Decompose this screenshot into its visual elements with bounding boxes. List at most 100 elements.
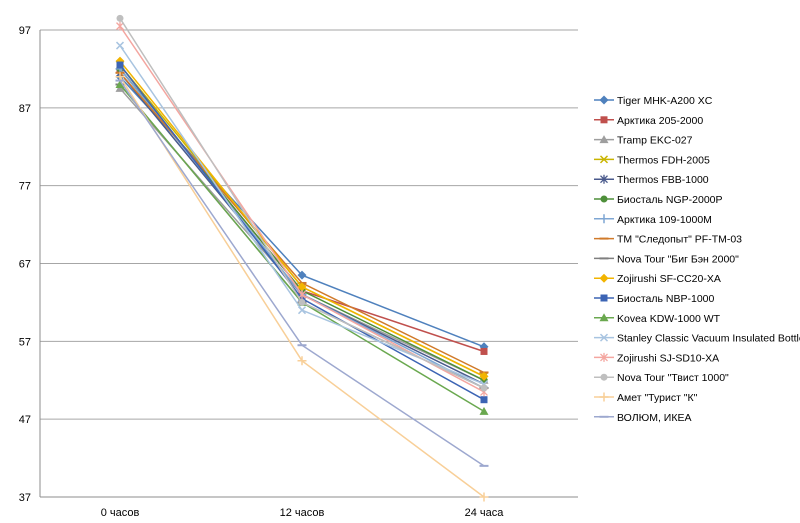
legend-swatch-marker — [600, 373, 608, 381]
y-tick-label: 37 — [19, 492, 31, 504]
series-line — [119, 64, 485, 378]
series-4 — [115, 60, 489, 381]
data-point — [480, 347, 488, 355]
legend-item[interactable]: Nova Tour "Твист 1000" — [594, 372, 729, 384]
y-axis: 37 47 57 67 77 87 97 — [19, 25, 41, 504]
data-point — [297, 306, 307, 315]
legend-item[interactable]: Арктика 205-2000 — [594, 115, 703, 127]
legend-item[interactable]: Амет "Турист "К" — [594, 392, 698, 404]
data-point — [479, 406, 489, 415]
legend-label: Биосталь NGP-2000P — [617, 194, 723, 206]
legend-item[interactable]: Tiger MHK-A200 XC — [594, 95, 713, 107]
data-point — [479, 492, 489, 502]
legend-swatch-marker — [599, 155, 609, 164]
legend-item[interactable]: Zojirushi SJ-SD10-XA — [594, 352, 719, 364]
series-line — [119, 72, 485, 374]
series-14 — [116, 21, 488, 397]
legend-swatch-marker — [599, 333, 609, 342]
series-group — [115, 14, 489, 502]
data-point — [479, 371, 489, 381]
series-6 — [116, 65, 488, 384]
legend-swatch-marker — [600, 195, 608, 203]
legend-item[interactable]: ВОЛЮМ, ИКЕА — [594, 412, 691, 424]
y-tick-label: 77 — [19, 181, 31, 193]
legend-item[interactable]: Tramp EKC-027 — [594, 135, 693, 147]
legend-label: Арктика 109-1000M — [617, 214, 712, 226]
legend-label: Zojirushi SF-CC20-XA — [617, 273, 721, 285]
legend-item[interactable]: Stanley Classic Vacuum Insulated Bottle — [594, 333, 800, 345]
legend-item[interactable]: Nova Tour "Биг Бэн 2000" — [594, 253, 739, 265]
data-point — [298, 290, 306, 300]
series-line — [119, 72, 485, 385]
data-point — [297, 356, 307, 366]
x-tick-label: 0 часов — [101, 507, 140, 519]
series-line — [119, 25, 485, 393]
series-16 — [115, 72, 489, 502]
legend-label: Stanley Classic Vacuum Insulated Bottle — [617, 333, 800, 345]
legend-label: Zojirushi SJ-SD10-XA — [617, 352, 719, 364]
series-13 — [115, 41, 489, 389]
y-tick-label: 87 — [19, 103, 31, 115]
legend-swatch-marker — [599, 95, 609, 105]
series-17 — [115, 79, 489, 467]
legend-label: Tiger MHK-A200 XC — [617, 95, 713, 107]
legend-label: Kovea KDW-1000 WT — [617, 313, 721, 325]
legend-item[interactable]: Thermos FBB-1000 — [594, 174, 709, 186]
x-tick-label: 24 часа — [465, 507, 505, 519]
legend-swatch-marker — [600, 174, 608, 184]
y-tick-label: 57 — [19, 336, 31, 348]
gridlines — [40, 29, 578, 498]
legend-swatch-marker — [599, 214, 609, 224]
series-10 — [115, 56, 489, 381]
legend-swatch-marker — [599, 392, 609, 402]
legend-label: Амет "Турист "К" — [617, 392, 698, 404]
legend-label: Thermos FBB-1000 — [617, 174, 709, 186]
legend-swatch-marker — [600, 294, 608, 302]
series-15 — [116, 14, 488, 392]
data-point — [298, 298, 306, 306]
legend-item[interactable]: Биосталь NBP-1000 — [594, 293, 714, 305]
legend-swatch-marker — [600, 116, 608, 124]
data-point — [116, 21, 124, 31]
legend-label: Thermos FDH-2005 — [617, 154, 710, 166]
legend-item[interactable]: Kovea KDW-1000 WT — [594, 313, 721, 325]
data-point — [115, 79, 125, 88]
legend-swatch-marker — [599, 273, 609, 283]
legend-item[interactable]: Биосталь NGP-2000P — [594, 194, 723, 206]
legend-item[interactable]: Zojirushi SF-CC20-XA — [594, 273, 721, 285]
legend-item[interactable]: ТМ "Следопыт" PF-TM-03 — [594, 234, 742, 246]
data-point — [297, 282, 307, 292]
data-point — [116, 61, 124, 69]
data-point — [116, 14, 124, 22]
series-7 — [115, 64, 489, 393]
legend-label: ВОЛЮМ, ИКЕА — [617, 412, 691, 424]
y-tick-label: 47 — [19, 414, 31, 426]
data-point — [480, 396, 488, 404]
series-line — [119, 76, 485, 348]
legend-item[interactable]: Thermos FDH-2005 — [594, 154, 710, 166]
legend-label: Tramp EKC-027 — [617, 135, 693, 147]
legend[interactable]: Tiger MHK-A200 XC Арктика 205-2000 Tramp E… — [594, 95, 800, 424]
legend-label: ТМ "Следопыт" PF-TM-03 — [617, 234, 742, 246]
data-point — [297, 270, 307, 280]
y-tick-label: 67 — [19, 259, 31, 271]
series-line — [119, 60, 485, 378]
legend-label: Арктика 205-2000 — [617, 115, 703, 127]
series-2 — [116, 65, 488, 355]
series-11 — [116, 61, 488, 404]
data-point — [480, 384, 488, 392]
series-5 — [116, 68, 488, 389]
legend-swatch-marker — [599, 135, 609, 144]
series-line — [119, 68, 485, 389]
x-tick-label: 12 часов — [280, 507, 325, 519]
legend-label: Nova Tour "Биг Бэн 2000" — [617, 253, 739, 265]
series-8 — [115, 71, 489, 374]
legend-swatch-marker — [600, 352, 608, 362]
y-tick-label: 97 — [19, 25, 31, 37]
legend-label: Биосталь NBP-1000 — [617, 293, 714, 305]
legend-item[interactable]: Арктика 109-1000M — [594, 214, 712, 226]
x-axis: 0 часов 12 часов 24 часа — [40, 496, 578, 519]
data-point — [115, 41, 125, 50]
legend-label: Nova Tour "Твист 1000" — [617, 372, 729, 384]
